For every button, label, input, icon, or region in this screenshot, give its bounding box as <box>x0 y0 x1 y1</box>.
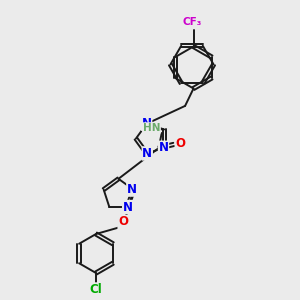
Text: N: N <box>142 147 152 160</box>
Text: O: O <box>118 215 128 229</box>
Text: N: N <box>127 183 137 196</box>
Text: Cl: Cl <box>90 283 102 296</box>
Text: N: N <box>123 200 133 214</box>
Text: O: O <box>175 137 185 150</box>
Text: HN: HN <box>143 123 160 133</box>
Text: CF₃: CF₃ <box>182 17 202 27</box>
Text: N: N <box>158 141 169 154</box>
Text: N: N <box>142 117 152 130</box>
